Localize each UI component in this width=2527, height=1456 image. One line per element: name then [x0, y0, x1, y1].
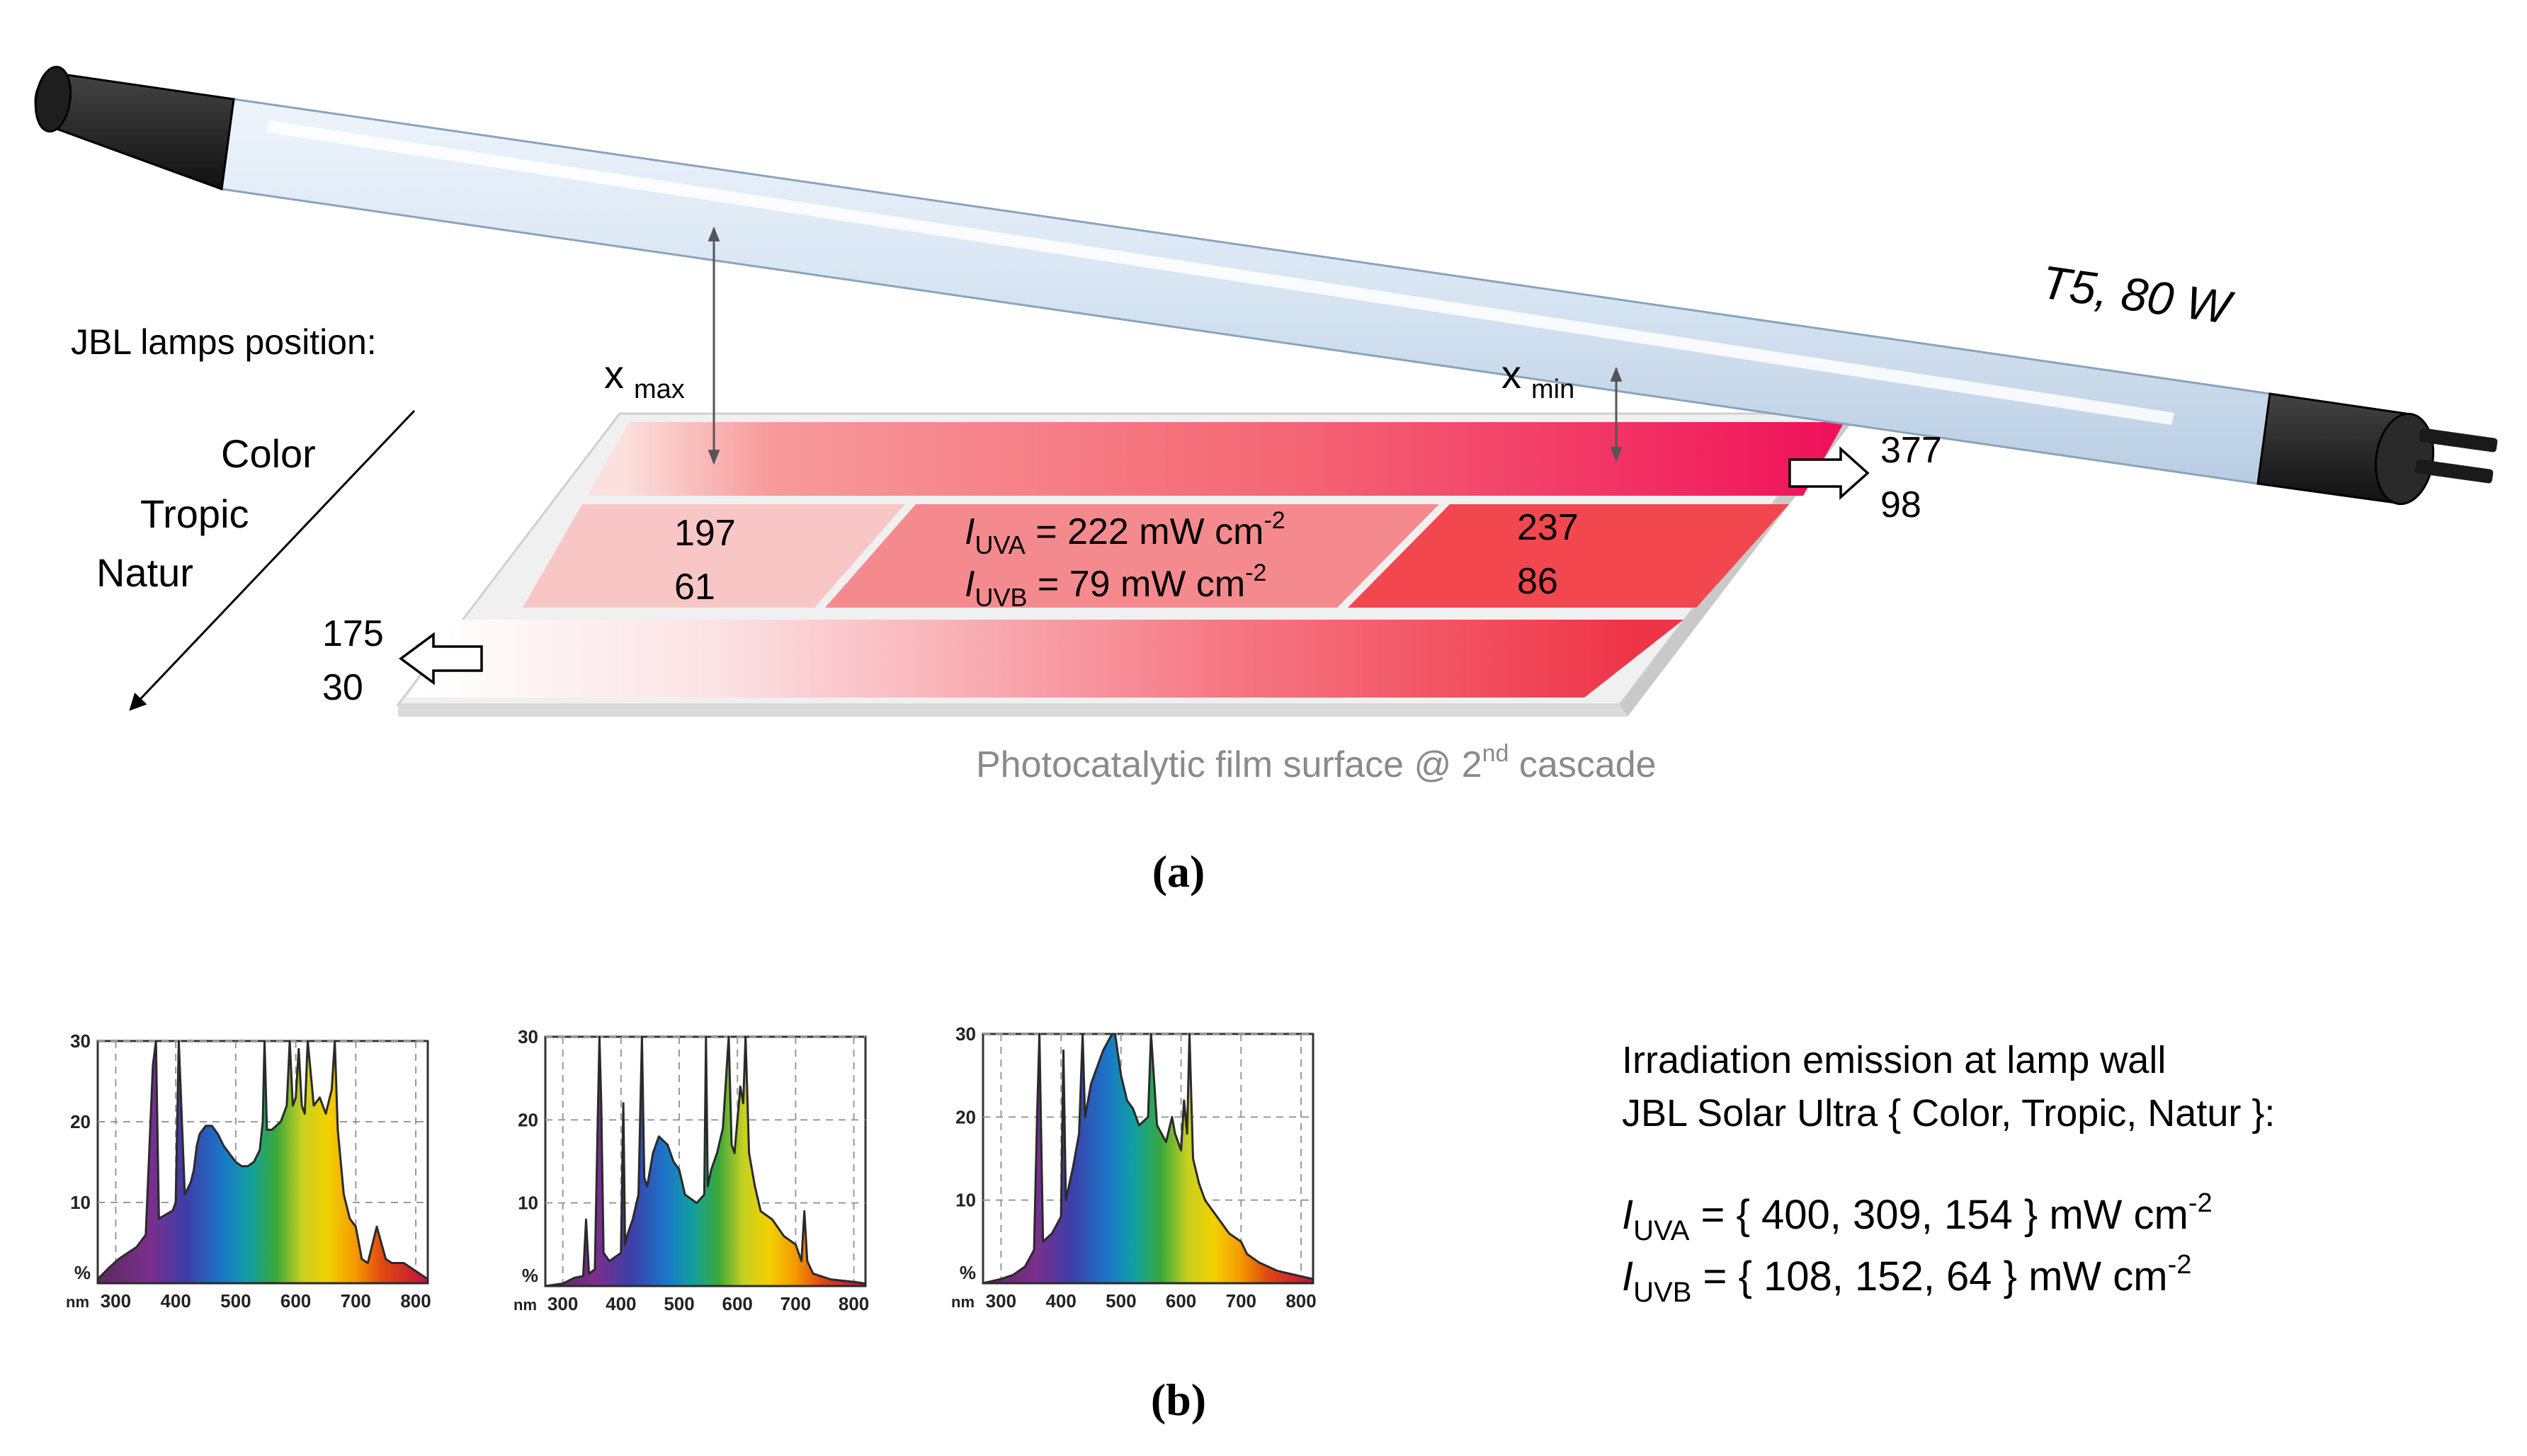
right-out-uva: 377 [1880, 430, 1942, 471]
t5-lamp-tube [34, 65, 2498, 506]
x-tick-label: 400 [1045, 1290, 1076, 1312]
panel-b: 300 400 500 600 700 800 10 20 30% nm 300 400 500 600… [66, 1023, 2275, 1425]
left-out-arrow [399, 632, 483, 686]
y-tick-label: 30 [518, 1026, 538, 1047]
positions-title: JBL lamps position: [71, 322, 377, 362]
x-tick-label: 700 [1226, 1290, 1256, 1312]
x-tick-label: 600 [280, 1290, 311, 1312]
x-max-label: x max [604, 352, 685, 404]
x-tick-label: 600 [722, 1293, 753, 1314]
x-tick-label: 500 [1106, 1290, 1136, 1312]
spectrum-chart-color: 300 400 500 600 700 800 10 20 30% nm [66, 1030, 431, 1312]
x-axis-label: nm [951, 1293, 975, 1311]
info-line-2: JBL Solar Ultra { Color, Tropic, Natur }… [1622, 1092, 2275, 1134]
y-tick-label: 10 [955, 1190, 976, 1211]
film-zone-center [825, 504, 1439, 608]
y-tick-label: 10 [70, 1192, 91, 1213]
caption-a: (a) [1152, 846, 1205, 897]
y-tick-label: 10 [518, 1193, 538, 1214]
y-tick-label: 20 [955, 1106, 976, 1127]
x-axis-label: nm [66, 1293, 89, 1311]
panel-a: T5, 80 W JBL lamps position: Color Tropi… [34, 65, 2498, 897]
x-tick-label: 800 [1285, 1290, 1316, 1312]
x-tick-label: 600 [1166, 1290, 1196, 1312]
position-tropic: Tropic [140, 491, 249, 536]
left-out-uvb: 30 [322, 667, 363, 708]
zone-center-uvb: IUVB = 79 mW cm-2 [965, 559, 1266, 612]
zone-center-uva: IUVA = 222 mW cm-2 [965, 507, 1285, 559]
x-tick-label: 800 [839, 1293, 869, 1314]
info-line-1: Irradiation emission at lamp wall [1622, 1039, 2166, 1081]
x-tick-label: 700 [341, 1290, 371, 1312]
caption-b: (b) [1151, 1375, 1206, 1425]
zone-right-uvb: 86 [1517, 561, 1558, 602]
uva-emission-line: IUVA = { 400, 309, 154 } mW cm-2 [1622, 1188, 2213, 1246]
spectrum-area-color [96, 1040, 429, 1285]
y-tick-label: 30 [955, 1023, 976, 1045]
film-zone-left [523, 504, 905, 608]
film-strip-bottom [407, 620, 1683, 698]
y-axis-label: % [522, 1265, 538, 1286]
uvb-emission-line: IUVB = { 108, 152, 64 } mW cm-2 [1622, 1250, 2191, 1308]
x-tick-label: 300 [547, 1293, 578, 1314]
lamp-label: T5, 80 W [2038, 256, 2237, 334]
spectrum-area-tropic [544, 1035, 867, 1287]
position-natur: Natur [96, 550, 193, 595]
film-plate [395, 412, 1850, 717]
zone-right-uva: 237 [1517, 507, 1579, 548]
film-strip-top [588, 422, 1844, 496]
x-axis-label: nm [513, 1296, 537, 1314]
y-axis-label: % [74, 1262, 91, 1283]
spectrum-chart-tropic: 300 400 500 600 700 800 10 20 30% nm [513, 1026, 869, 1314]
y-tick-label: 20 [70, 1111, 91, 1132]
position-color: Color [221, 431, 316, 476]
x-tick-label: 400 [606, 1293, 636, 1314]
zone-left-uvb: 61 [674, 567, 715, 608]
x-tick-label: 500 [664, 1293, 694, 1314]
right-out-uvb: 98 [1880, 484, 1921, 525]
surface-label: Photocatalytic film surface @ 2nd cascad… [976, 740, 1657, 785]
left-out-uva: 175 [322, 613, 384, 654]
right-out-arrow [1788, 446, 1870, 500]
x-tick-label: 300 [101, 1290, 131, 1312]
x-tick-label: 400 [160, 1290, 191, 1312]
spectrum-area-natur [982, 1033, 1314, 1285]
lamp-position-arrow [129, 409, 416, 711]
y-axis-label: % [960, 1262, 976, 1283]
x-tick-label: 500 [220, 1290, 251, 1312]
y-tick-label: 30 [70, 1030, 91, 1052]
film-zone-right [1348, 504, 1789, 608]
y-tick-label: 20 [518, 1109, 538, 1130]
x-tick-label: 700 [780, 1293, 811, 1314]
spectrum-chart-natur: 300 400 500 600 700 800 10 20 30% nm [951, 1023, 1317, 1312]
zone-left-uva: 197 [674, 513, 736, 554]
x-min-label: x min [1501, 352, 1574, 404]
x-tick-label: 800 [400, 1290, 431, 1312]
x-tick-label: 300 [986, 1290, 1016, 1312]
